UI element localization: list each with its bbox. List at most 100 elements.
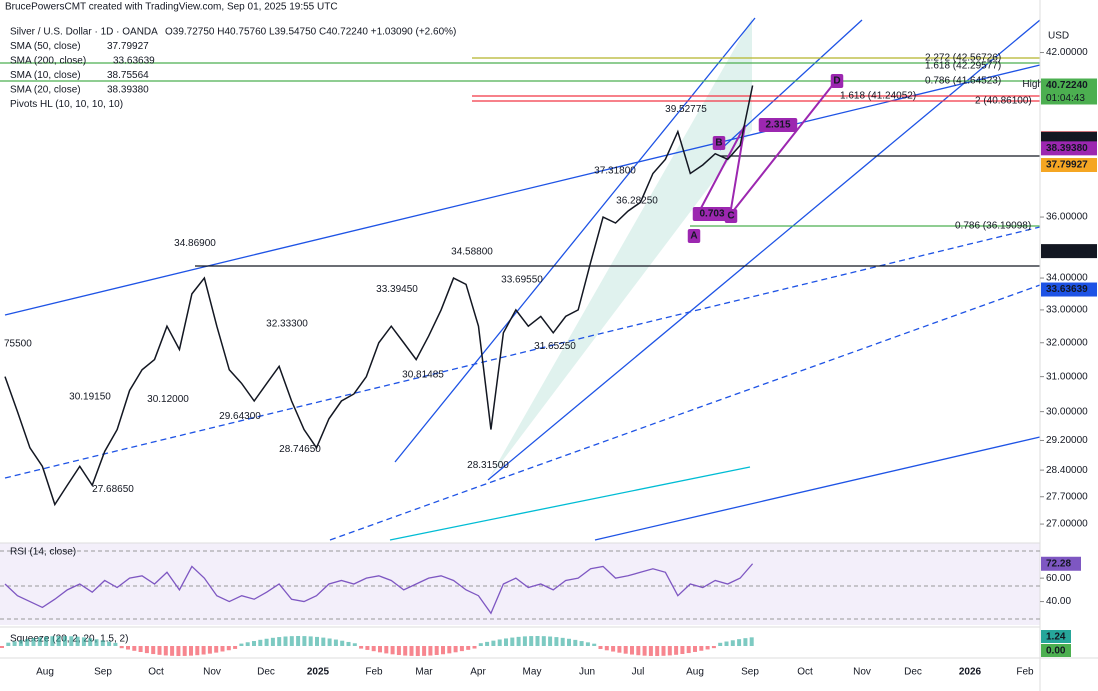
pivot-label: 31.65250 <box>534 341 576 352</box>
squeeze-bar <box>18 640 23 646</box>
squeeze-bar <box>441 646 445 655</box>
currency: USD <box>1048 31 1069 42</box>
pattern-box <box>758 118 798 132</box>
squeeze-bar <box>485 641 490 646</box>
sma-200-line <box>389 466 751 541</box>
squeeze-bar <box>434 646 439 656</box>
squeeze-bar <box>50 636 55 646</box>
legend-name: SMA (10, close) <box>10 70 81 81</box>
squeeze-bar <box>592 643 597 646</box>
squeeze-bar <box>12 641 17 646</box>
x-tick-label: Sep <box>94 667 112 678</box>
squeeze-bar <box>239 643 244 646</box>
squeeze-bar <box>31 638 36 646</box>
pivot-label: 33.69550 <box>501 274 543 285</box>
fib-label: 1.618 (42.29577) <box>925 61 1001 72</box>
squeeze-bar <box>510 637 515 646</box>
y-tick-label: 36.00000 <box>1046 212 1088 223</box>
squeeze-bar <box>126 646 130 650</box>
y-tick-label: 30.00000 <box>1046 406 1088 417</box>
squeeze-bar <box>642 646 647 656</box>
pivot-label: 36.28250 <box>616 195 658 206</box>
squeeze-bar <box>25 639 30 646</box>
price-label: 37.79927 <box>1046 160 1088 171</box>
squeeze-bar <box>245 642 250 646</box>
legend-name: SMA (200, close) <box>10 56 86 67</box>
pivot-label: 39.52775 <box>665 104 707 115</box>
pivot-label: 33.39450 <box>376 284 418 295</box>
x-tick-label: Feb <box>365 667 383 678</box>
squeeze-bar <box>201 646 206 655</box>
trend-line <box>4 64 1041 316</box>
x-tick-label: Apr <box>470 667 486 678</box>
header: BrucePowersCMT created with TradingView.… <box>5 2 338 13</box>
price-label-box <box>1041 244 1097 259</box>
pivot-label: 37.31800 <box>594 165 636 176</box>
squeeze-bar <box>623 646 628 654</box>
pivot-label: 30.19150 <box>69 391 111 402</box>
squeeze-bar <box>327 638 332 646</box>
squeeze-label-box <box>1041 644 1071 657</box>
squeeze-bar <box>730 640 735 646</box>
squeeze-bar <box>680 646 685 655</box>
squeeze-bar <box>403 646 408 656</box>
pattern-box <box>687 229 701 243</box>
countdown: 01:04:43 <box>1046 93 1085 104</box>
squeeze-bar <box>151 646 156 655</box>
squeeze-bar <box>567 638 571 646</box>
squeeze-bar <box>340 640 345 646</box>
squeeze-bar <box>718 642 723 646</box>
squeeze-bar <box>214 646 219 653</box>
squeeze-bar <box>396 646 401 656</box>
squeeze-bar <box>346 641 351 646</box>
squeeze-bar <box>37 637 42 646</box>
y-tick-label: 32.00000 <box>1046 337 1088 348</box>
ohlc-values: O39.72750 H40.75760 L39.54750 C40.72240 … <box>165 27 456 38</box>
squeeze-bar <box>88 638 93 646</box>
pivot-label: 34.86900 <box>174 238 216 249</box>
y-tick-label: 27.70000 <box>1046 491 1088 502</box>
price-label-box <box>1041 157 1097 172</box>
pivot-label: 30.12000 <box>147 394 189 405</box>
squeeze-bar <box>541 636 546 646</box>
squeeze-bar <box>522 636 527 646</box>
price-label: 38.39380 <box>1046 143 1088 154</box>
price-label: 38.73800 <box>1046 133 1088 144</box>
pivot-label: 32.33300 <box>266 318 308 329</box>
squeeze-bar <box>189 646 193 656</box>
squeeze-bar <box>100 640 105 646</box>
legend-value: 37.79927 <box>107 41 149 52</box>
pattern-label: 0.703 <box>699 209 724 220</box>
fib-label: 0.786 (41.64523) <box>925 76 1001 87</box>
x-tick-label: May <box>523 667 542 678</box>
y-tick-label: 27.00000 <box>1046 519 1088 530</box>
squeeze-bar <box>119 646 124 649</box>
squeeze-bar <box>749 637 754 646</box>
squeeze-bar <box>560 637 565 646</box>
x-tick-label: Mar <box>415 667 433 678</box>
x-tick-label: 2026 <box>959 667 982 678</box>
y-tick-label: 29.20000 <box>1046 435 1088 446</box>
fib-label: 2 (40.86100) <box>975 96 1032 107</box>
pattern-box <box>712 136 726 150</box>
squeeze-bar <box>144 646 149 654</box>
pattern-label: C <box>727 211 734 222</box>
rsi-line <box>4 563 754 615</box>
squeeze-bar <box>447 646 452 654</box>
squeeze-bar <box>44 636 49 646</box>
squeeze-bar <box>56 636 61 646</box>
squeeze-bar <box>107 641 112 646</box>
y-tick-label: 28.40000 <box>1046 465 1088 476</box>
squeeze-bar <box>579 641 584 646</box>
squeeze-bar <box>699 646 704 651</box>
fib-label: 0.786 (36.19098) <box>955 221 1031 232</box>
x-tick-label: Dec <box>904 667 922 678</box>
channel-fill <box>488 18 752 480</box>
pivot-label: 28.31500 <box>467 460 509 471</box>
squeeze-bar <box>648 646 653 656</box>
squeeze-bar <box>554 637 559 646</box>
rsi-value: 72.28 <box>1046 558 1071 569</box>
dashed-line <box>329 284 1041 541</box>
squeeze-bar <box>630 646 634 655</box>
pivot-label: 30.81485 <box>402 370 444 381</box>
